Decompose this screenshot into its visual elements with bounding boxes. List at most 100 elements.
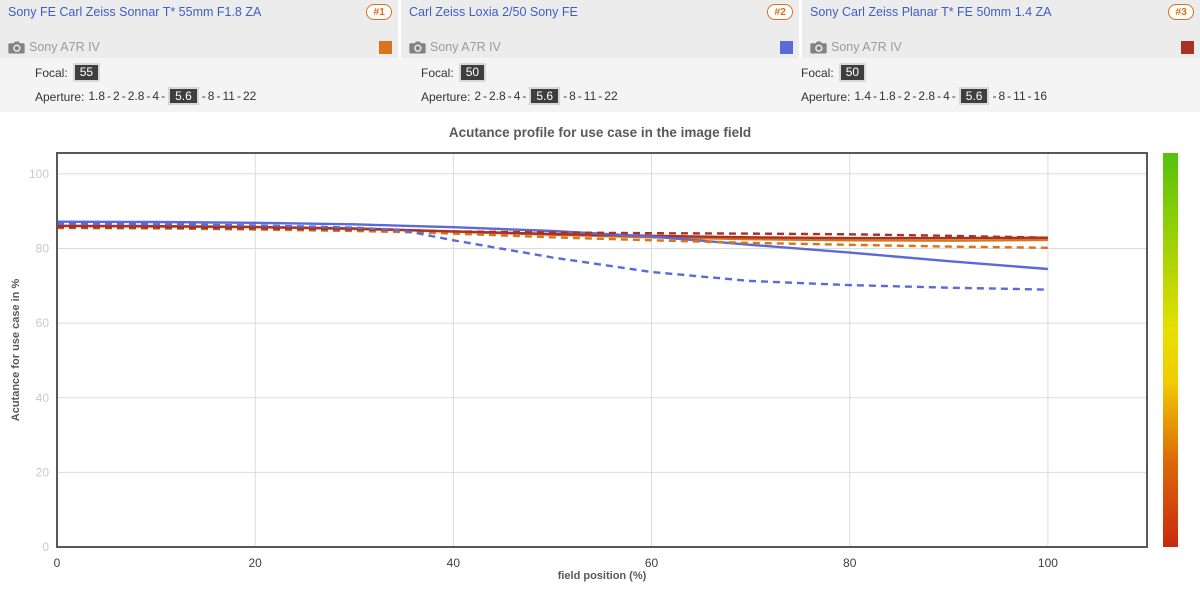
camera-name: Sony A7R IV <box>430 40 501 54</box>
series-line <box>56 220 1048 271</box>
camera-selector[interactable]: Sony A7R IV <box>8 40 100 54</box>
aperture-value[interactable]: 4 <box>152 89 160 103</box>
y-tick-label: 20 <box>36 465 50 479</box>
x-axis-title: field position (%) <box>558 570 647 582</box>
aperture-value[interactable]: 11 <box>222 89 235 103</box>
aperture-row: Aperture: 1.4-1.8-2-2.8-4-5.6-8-11-16 <box>801 87 1200 105</box>
aperture-value[interactable]: 1.8 <box>88 89 106 103</box>
focal-row: Focal: 50 <box>801 63 1200 82</box>
aperture-separator: - <box>483 89 488 103</box>
rank-badge: #3 <box>1168 4 1194 20</box>
y-tick-label: 40 <box>36 391 50 405</box>
x-tick-label: 80 <box>843 556 857 570</box>
aperture-separator: - <box>873 89 878 103</box>
aperture-value-selected[interactable]: 5.6 <box>529 87 561 105</box>
aperture-separator: - <box>897 89 902 103</box>
aperture-value[interactable]: 2 <box>113 89 120 103</box>
aperture-value[interactable]: 2 <box>474 89 482 103</box>
lens-title-row: Sony Carl Zeiss Planar T* FE 50mm 1.4 ZA… <box>810 4 1194 20</box>
aperture-value[interactable]: 1.8 <box>879 89 896 103</box>
y-tick-label: 0 <box>42 540 49 554</box>
camera-icon <box>8 40 25 54</box>
aperture-value-selected[interactable]: 5.6 <box>168 87 199 105</box>
aperture-separator: - <box>216 89 221 103</box>
lens-name-link[interactable]: Sony FE Carl Zeiss Sonnar T* 55mm F1.8 Z… <box>8 5 262 19</box>
aperture-separator: - <box>577 89 582 103</box>
aperture-list: 2-2.8-4-5.6-8-11-22 <box>473 87 618 105</box>
aperture-value[interactable]: 11 <box>1013 89 1026 103</box>
lens-panel-3: Sony Carl Zeiss Planar T* FE 50mm 1.4 ZA… <box>802 0 1200 58</box>
focal-value-selected[interactable]: 50 <box>458 63 487 82</box>
lens-panel-2: Carl Zeiss Loxia 2/50 Sony FE #2 Sony A7… <box>401 0 799 58</box>
aperture-value[interactable]: 16 <box>1033 89 1047 103</box>
aperture-list: 1.8-2-2.8-4-5.6-8-11-22 <box>87 87 257 105</box>
x-tick-label: 20 <box>249 556 263 570</box>
chart-title: Acutance profile for use case in the ima… <box>449 125 751 140</box>
lens-camera-row: Sony A7R IV <box>409 40 793 54</box>
lens-camera-row: Sony A7R IV <box>8 40 392 54</box>
acutance-chart: Acutance profile for use case in the ima… <box>0 112 1200 607</box>
focal-value-selected[interactable]: 50 <box>838 63 867 82</box>
aperture-value[interactable]: 8 <box>569 89 576 103</box>
aperture-separator: - <box>1027 89 1032 103</box>
plot-area: 0 20 40 60 80 100 0 20 40 60 80 100 <box>29 152 1178 570</box>
focal-label: Focal: <box>421 65 454 80</box>
aperture-value-selected[interactable]: 5.6 <box>958 87 990 105</box>
camera-selector[interactable]: Sony A7R IV <box>409 40 501 54</box>
aperture-value[interactable]: 2.8 <box>489 89 506 103</box>
camera-name: Sony A7R IV <box>831 40 902 54</box>
lens-name-link[interactable]: Sony Carl Zeiss Planar T* FE 50mm 1.4 ZA <box>810 5 1052 19</box>
aperture-separator: - <box>146 89 151 103</box>
focal-label: Focal: <box>35 65 68 80</box>
x-tick-label: 100 <box>1038 556 1058 570</box>
aperture-separator: - <box>201 89 206 103</box>
aperture-separator: - <box>563 89 568 103</box>
focal-row: Focal: 50 <box>421 63 800 82</box>
aperture-separator: - <box>1007 89 1012 103</box>
x-tick-label: 0 <box>54 556 61 570</box>
focal-row: Focal: 55 <box>35 63 400 82</box>
plot-frame <box>56 152 1148 548</box>
aperture-value[interactable]: 4 <box>943 89 950 103</box>
aperture-value[interactable]: 22 <box>242 89 257 103</box>
settings-column-1: Focal: 55 Aperture: 1.8-2-2.8-4-5.6-8-11… <box>0 63 400 112</box>
series-line <box>56 222 1048 291</box>
y-tick-label: 80 <box>36 242 50 256</box>
lens-title-row: Sony FE Carl Zeiss Sonnar T* 55mm F1.8 Z… <box>8 4 392 20</box>
focal-value-selected[interactable]: 55 <box>72 63 101 82</box>
aperture-value[interactable]: 2.8 <box>918 89 936 103</box>
aperture-value[interactable]: 4 <box>513 89 521 103</box>
series-color-swatch <box>379 40 392 54</box>
aperture-label: Aperture: <box>801 89 851 104</box>
y-axis-title: Acutance for use case in % <box>10 279 22 422</box>
aperture-separator: - <box>951 89 956 103</box>
lens-name-link[interactable]: Carl Zeiss Loxia 2/50 Sony FE <box>409 5 578 19</box>
series-line <box>56 226 1048 239</box>
x-tick-label: 60 <box>645 556 659 570</box>
lens-camera-row: Sony A7R IV <box>810 40 1194 54</box>
aperture-separator: - <box>107 89 112 103</box>
aperture-separator: - <box>992 89 997 103</box>
aperture-value[interactable]: 8 <box>998 89 1006 103</box>
lens-title-row: Carl Zeiss Loxia 2/50 Sony FE #2 <box>409 4 793 20</box>
focal-label: Focal: <box>801 65 834 80</box>
lens-comparison-header: Sony FE Carl Zeiss Sonnar T* 55mm F1.8 Z… <box>0 0 1200 58</box>
aperture-separator: - <box>598 89 603 103</box>
aperture-value[interactable]: 2 <box>903 89 911 103</box>
aperture-value[interactable]: 11 <box>583 89 597 103</box>
aperture-value[interactable]: 1.4 <box>854 89 872 103</box>
x-tick-label: 40 <box>447 556 461 570</box>
aperture-label: Aperture: <box>421 89 471 104</box>
aperture-value[interactable]: 22 <box>604 89 618 103</box>
aperture-value[interactable]: 8 <box>207 89 215 103</box>
camera-selector[interactable]: Sony A7R IV <box>810 40 902 54</box>
lens-panel-1: Sony FE Carl Zeiss Sonnar T* 55mm F1.8 Z… <box>0 0 398 58</box>
aperture-separator: - <box>912 89 917 103</box>
y-tick-label: 100 <box>29 167 49 181</box>
aperture-row: Aperture: 2-2.8-4-5.6-8-11-22 <box>421 87 800 105</box>
aperture-value[interactable]: 2.8 <box>127 89 145 103</box>
aperture-row: Aperture: 1.8-2-2.8-4-5.6-8-11-22 <box>35 87 400 105</box>
aperture-separator: - <box>236 89 241 103</box>
aperture-separator: - <box>937 89 942 103</box>
aperture-label: Aperture: <box>35 89 85 104</box>
